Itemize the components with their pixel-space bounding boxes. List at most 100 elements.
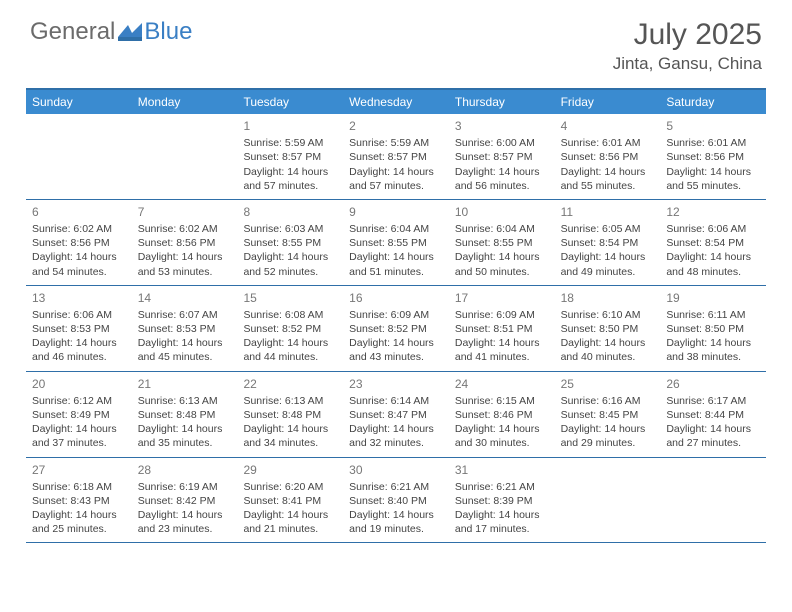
sunrise-line: Sunrise: 6:03 AM (243, 222, 337, 236)
daylight-line: Daylight: 14 hours and 55 minutes. (561, 165, 655, 193)
day-number: 29 (243, 462, 337, 478)
sunset-line: Sunset: 8:56 PM (561, 150, 655, 164)
sunset-line: Sunset: 8:55 PM (349, 236, 443, 250)
day-cell: 31Sunrise: 6:21 AMSunset: 8:39 PMDayligh… (449, 458, 555, 543)
logo-text-blue: Blue (144, 18, 192, 46)
day-number: 14 (138, 290, 232, 306)
day-cell: 5Sunrise: 6:01 AMSunset: 8:56 PMDaylight… (660, 114, 766, 199)
day-cell-empty (555, 458, 661, 543)
sunset-line: Sunset: 8:44 PM (666, 408, 760, 422)
daylight-line: Daylight: 14 hours and 54 minutes. (32, 250, 126, 278)
day-cell: 6 Sunrise: 6:02 AMSunset: 8:56 PMDaylight… (26, 200, 132, 285)
sunset-line: Sunset: 8:48 PM (243, 408, 337, 422)
title-block: July 2025 Jinta, Gansu, China (613, 18, 762, 74)
sunset-line: Sunset: 8:42 PM (138, 494, 232, 508)
calendar: SundayMondayTuesdayWednesdayThursdayFrid… (26, 88, 766, 543)
sunrise-line: Sunrise: 6:10 AM (561, 308, 655, 322)
day-cell: 18Sunrise: 6:10 AMSunset: 8:50 PMDayligh… (555, 286, 661, 371)
sunrise-line: Sunrise: 6:04 AM (455, 222, 549, 236)
daylight-line: Daylight: 14 hours and 40 minutes. (561, 336, 655, 364)
sunset-line: Sunset: 8:51 PM (455, 322, 549, 336)
sunset-line: Sunset: 8:52 PM (243, 322, 337, 336)
daylight-line: Daylight: 14 hours and 56 minutes. (455, 165, 549, 193)
day-cell: 15Sunrise: 6:08 AMSunset: 8:52 PMDayligh… (237, 286, 343, 371)
sunset-line: Sunset: 8:57 PM (349, 150, 443, 164)
day-number: 16 (349, 290, 443, 306)
daylight-line: Daylight: 14 hours and 30 minutes. (455, 422, 549, 450)
day-number: 13 (32, 290, 126, 306)
day-cell: 16Sunrise: 6:09 AMSunset: 8:52 PMDayligh… (343, 286, 449, 371)
daylight-line: Daylight: 14 hours and 32 minutes. (349, 422, 443, 450)
sunset-line: Sunset: 8:40 PM (349, 494, 443, 508)
sunset-line: Sunset: 8:49 PM (32, 408, 126, 422)
day-number: 3 (455, 118, 549, 134)
logo: General Blue (30, 18, 192, 46)
day-cell: 22Sunrise: 6:13 AMSunset: 8:48 PMDayligh… (237, 372, 343, 457)
day-of-week-cell: Thursday (449, 90, 555, 114)
sunrise-line: Sunrise: 6:13 AM (138, 394, 232, 408)
sunset-line: Sunset: 8:47 PM (349, 408, 443, 422)
day-cell: 9Sunrise: 6:04 AMSunset: 8:55 PMDaylight… (343, 200, 449, 285)
daylight-line: Daylight: 14 hours and 17 minutes. (455, 508, 549, 536)
daylight-line: Daylight: 14 hours and 45 minutes. (138, 336, 232, 364)
daylight-line: Daylight: 14 hours and 37 minutes. (32, 422, 126, 450)
daylight-line: Daylight: 14 hours and 51 minutes. (349, 250, 443, 278)
sunrise-line: Sunrise: 6:18 AM (32, 480, 126, 494)
day-cell: 7Sunrise: 6:02 AMSunset: 8:56 PMDaylight… (132, 200, 238, 285)
daylight-line: Daylight: 14 hours and 19 minutes. (349, 508, 443, 536)
day-number: 7 (138, 204, 232, 220)
day-number: 17 (455, 290, 549, 306)
daylight-line: Daylight: 14 hours and 23 minutes. (138, 508, 232, 536)
day-cell: 20Sunrise: 6:12 AMSunset: 8:49 PMDayligh… (26, 372, 132, 457)
day-number: 11 (561, 204, 655, 220)
sunrise-line: Sunrise: 6:05 AM (561, 222, 655, 236)
day-cell: 1Sunrise: 5:59 AMSunset: 8:57 PMDaylight… (237, 114, 343, 199)
day-number: 28 (138, 462, 232, 478)
sunset-line: Sunset: 8:57 PM (243, 150, 337, 164)
sunset-line: Sunset: 8:56 PM (666, 150, 760, 164)
sunrise-line: Sunrise: 6:08 AM (243, 308, 337, 322)
day-cell: 27Sunrise: 6:18 AMSunset: 8:43 PMDayligh… (26, 458, 132, 543)
daylight-line: Daylight: 14 hours and 38 minutes. (666, 336, 760, 364)
day-cell: 21Sunrise: 6:13 AMSunset: 8:48 PMDayligh… (132, 372, 238, 457)
day-number: 21 (138, 376, 232, 392)
day-number: 25 (561, 376, 655, 392)
sunrise-line: Sunrise: 6:19 AM (138, 480, 232, 494)
day-number: 6 (32, 204, 126, 220)
day-number: 27 (32, 462, 126, 478)
sunrise-line: Sunrise: 5:59 AM (243, 136, 337, 150)
sunset-line: Sunset: 8:56 PM (32, 236, 126, 250)
sunset-line: Sunset: 8:50 PM (666, 322, 760, 336)
day-cell: 4Sunrise: 6:01 AMSunset: 8:56 PMDaylight… (555, 114, 661, 199)
daylight-line: Daylight: 14 hours and 34 minutes. (243, 422, 337, 450)
daylight-line: Daylight: 14 hours and 43 minutes. (349, 336, 443, 364)
daylight-line: Daylight: 14 hours and 57 minutes. (349, 165, 443, 193)
sunset-line: Sunset: 8:55 PM (455, 236, 549, 250)
day-of-week-cell: Tuesday (237, 90, 343, 114)
month-year: July 2025 (613, 18, 762, 52)
week-row: 13Sunrise: 6:06 AMSunset: 8:53 PMDayligh… (26, 286, 766, 372)
sunrise-line: Sunrise: 6:12 AM (32, 394, 126, 408)
day-cell: 23Sunrise: 6:14 AMSunset: 8:47 PMDayligh… (343, 372, 449, 457)
sunrise-line: Sunrise: 6:07 AM (138, 308, 232, 322)
week-row: 1Sunrise: 5:59 AMSunset: 8:57 PMDaylight… (26, 114, 766, 200)
day-number: 31 (455, 462, 549, 478)
sunrise-line: Sunrise: 6:15 AM (455, 394, 549, 408)
day-cell: 19Sunrise: 6:11 AMSunset: 8:50 PMDayligh… (660, 286, 766, 371)
week-row: 6Sunrise: 6:02 AMSunset: 8:56 PMDaylight… (26, 200, 766, 286)
daylight-line: Daylight: 14 hours and 50 minutes. (455, 250, 549, 278)
sunrise-line: Sunrise: 6:09 AM (455, 308, 549, 322)
sunrise-line: Sunrise: 6:09 AM (349, 308, 443, 322)
day-cell: 3Sunrise: 6:00 AMSunset: 8:57 PMDaylight… (449, 114, 555, 199)
day-of-week-cell: Monday (132, 90, 238, 114)
day-cell-empty (26, 114, 132, 199)
daylight-line: Daylight: 14 hours and 55 minutes. (666, 165, 760, 193)
day-cell: 17Sunrise: 6:09 AMSunset: 8:51 PMDayligh… (449, 286, 555, 371)
day-cell-empty (660, 458, 766, 543)
sunrise-line: Sunrise: 6:20 AM (243, 480, 337, 494)
day-cell-empty (132, 114, 238, 199)
day-number: 30 (349, 462, 443, 478)
sunrise-line: Sunrise: 6:01 AM (666, 136, 760, 150)
sunrise-line: Sunrise: 6:02 AM (32, 222, 126, 236)
day-cell: 11Sunrise: 6:05 AMSunset: 8:54 PMDayligh… (555, 200, 661, 285)
